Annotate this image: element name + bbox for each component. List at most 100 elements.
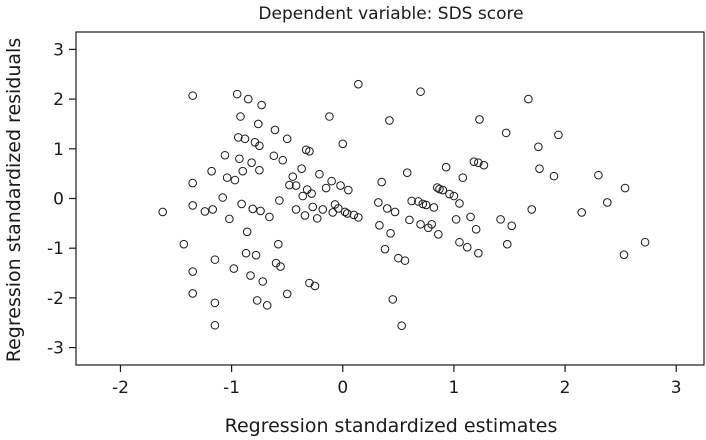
data-point [188, 289, 198, 298]
data-point [327, 176, 336, 186]
data-point [397, 321, 406, 331]
data-point [233, 133, 243, 142]
data-point [466, 212, 475, 222]
x-tick-label: -2 [112, 378, 129, 398]
x-axis-title: Regression standardized estimates [225, 415, 558, 437]
data-point [208, 205, 218, 214]
data-point [475, 115, 484, 124]
data-point [251, 250, 261, 260]
x-tick-label: 1 [448, 378, 459, 398]
data-point [402, 168, 412, 177]
data-point [380, 244, 390, 254]
data-point [232, 89, 242, 99]
y-tick-label: 0 [53, 190, 64, 210]
data-point [241, 248, 251, 258]
data-point [305, 146, 314, 156]
data-point [315, 169, 324, 179]
data-point [291, 205, 301, 214]
data-point [276, 262, 285, 271]
data-point [269, 151, 279, 161]
data-point [354, 213, 363, 222]
data-point [344, 185, 353, 195]
x-tick-label: 3 [671, 378, 682, 398]
data-point [255, 141, 264, 151]
data-point [435, 184, 444, 194]
data-point [502, 239, 512, 249]
data-point [382, 204, 392, 213]
data-point [469, 157, 479, 167]
data-point [300, 211, 310, 220]
y-axis: -3 -2 -1 0 1 2 3 [47, 40, 76, 359]
data-point [334, 204, 343, 213]
data-point [620, 183, 630, 193]
data-point [549, 171, 559, 181]
data-point [262, 301, 272, 310]
data-point [188, 178, 198, 188]
data-point [255, 165, 264, 175]
data-point [479, 160, 489, 170]
data-point [375, 221, 384, 230]
x-tick-label: -1 [223, 378, 240, 398]
data-point [275, 196, 284, 205]
data-point [236, 112, 245, 121]
data-point [524, 94, 533, 104]
data-point [235, 154, 244, 164]
data-point [340, 207, 350, 217]
data-point [307, 189, 316, 198]
data-point [534, 142, 543, 152]
data-point [238, 166, 248, 176]
data-point [474, 158, 483, 168]
data-point [455, 237, 464, 247]
data-point [288, 172, 298, 181]
data-point [243, 94, 253, 104]
data-point [474, 248, 483, 258]
data-point [188, 201, 198, 210]
data-point [416, 220, 425, 229]
data-point [602, 198, 612, 207]
data-point [432, 183, 442, 192]
data-point [429, 203, 439, 212]
y-tick-label: -2 [47, 289, 64, 309]
data-points [158, 79, 650, 331]
data-point [471, 225, 481, 234]
data-point [188, 91, 198, 100]
data-point [257, 100, 266, 110]
data-point [273, 239, 283, 249]
data-point [507, 221, 517, 231]
data-point [325, 112, 334, 121]
y-tick-label: 3 [53, 40, 64, 60]
data-point [291, 181, 301, 190]
data-point [438, 185, 448, 195]
data-point [451, 215, 461, 224]
data-point [400, 256, 410, 265]
data-point [338, 139, 348, 149]
data-point [449, 191, 459, 201]
data-point [445, 189, 454, 199]
data-point [270, 125, 280, 135]
data-point [496, 215, 505, 224]
data-point [188, 267, 198, 276]
data-point [458, 173, 468, 182]
data-point [434, 229, 443, 239]
data-point [210, 320, 220, 330]
data-point [247, 158, 256, 168]
data-point [527, 205, 537, 214]
data-point [318, 205, 328, 214]
data-point [302, 185, 312, 194]
data-point [421, 200, 431, 210]
data-point [336, 181, 345, 190]
data-point [222, 173, 232, 182]
data-point [158, 207, 167, 217]
data-point [554, 130, 563, 140]
data-point [310, 281, 320, 291]
data-point [418, 199, 428, 209]
data-point [407, 196, 416, 206]
y-tick-label: -3 [47, 339, 64, 359]
data-point [328, 208, 338, 217]
data-point [282, 134, 292, 144]
data-point [265, 212, 274, 222]
data-point [312, 214, 322, 223]
data-point [455, 199, 464, 208]
data-point [427, 220, 436, 229]
